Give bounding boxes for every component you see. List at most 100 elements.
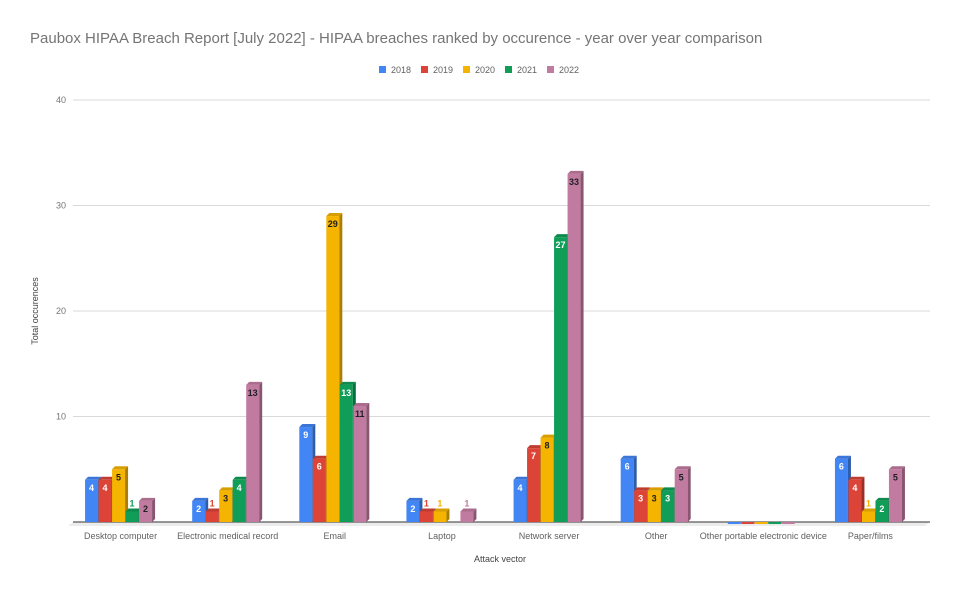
data-label: 5	[679, 472, 684, 482]
data-label: 4	[103, 483, 108, 493]
bar-face	[232, 479, 246, 522]
data-label: 11	[355, 409, 365, 419]
data-label: 13	[248, 388, 258, 398]
data-label: 7	[531, 451, 536, 461]
bar-face	[513, 479, 527, 522]
data-label: 1	[424, 498, 429, 508]
bar-face	[353, 405, 367, 522]
bar-2022-7: 5	[888, 466, 905, 522]
bar-top	[112, 466, 129, 470]
bar-face	[875, 500, 889, 522]
data-label: 5	[893, 472, 898, 482]
data-label: 29	[328, 219, 338, 229]
bar-face	[98, 479, 112, 522]
bar-top	[527, 445, 544, 449]
y-tick-label: 40	[56, 95, 66, 105]
bar-top	[98, 476, 115, 480]
bar-top	[192, 497, 209, 501]
bar-side	[152, 497, 156, 522]
data-label: 8	[545, 441, 550, 451]
bar-top	[312, 455, 329, 459]
bar-top	[419, 508, 436, 512]
bar-top	[661, 487, 678, 491]
bar-face	[861, 511, 875, 522]
bar-face	[527, 448, 541, 522]
legend-swatch-2022	[547, 66, 554, 73]
data-label: 3	[652, 493, 657, 503]
bar-top	[554, 234, 571, 238]
x-category-label: Email	[324, 531, 347, 541]
bar-face	[781, 522, 795, 524]
legend-label-2022: 2022	[559, 65, 579, 75]
bar-face	[326, 216, 340, 523]
y-axis-title: Total occurences	[30, 277, 40, 345]
bar-2018-3: 2	[406, 497, 423, 522]
data-label: 1	[130, 498, 135, 508]
data-label: 1	[866, 498, 871, 508]
bar-face	[754, 522, 768, 524]
bar-side	[473, 508, 477, 522]
bar-top	[634, 487, 651, 491]
x-axis-title: Attack vector	[474, 554, 526, 564]
data-label: 9	[303, 430, 308, 440]
legend-swatch-2018	[379, 66, 386, 73]
data-label: 2	[879, 504, 884, 514]
bar-top	[139, 497, 156, 501]
bar-top	[433, 508, 450, 512]
bar-top	[219, 487, 236, 491]
bar-side	[125, 466, 129, 522]
bar-top	[232, 476, 249, 480]
bar-top	[353, 402, 370, 406]
chart-title: Paubox HIPAA Breach Report [July 2022] -…	[30, 30, 762, 47]
legend-swatch-2021	[505, 66, 512, 73]
data-label: 5	[116, 472, 121, 482]
bar-top	[85, 476, 102, 480]
bar-2018-1: 2	[192, 497, 209, 522]
bar-face	[554, 237, 568, 522]
bar-face	[299, 427, 313, 522]
bar-2022-3: 1	[460, 498, 477, 522]
bar-side	[446, 508, 450, 522]
bar-face	[433, 511, 447, 522]
data-label: 3	[638, 493, 643, 503]
bar-face	[192, 500, 206, 522]
bar-top	[205, 508, 222, 512]
bar-side	[259, 381, 263, 522]
bar-2022-2: 11	[353, 402, 370, 522]
bar-side	[580, 170, 584, 522]
bar-face	[112, 469, 126, 522]
bar-2021-6	[768, 522, 782, 524]
legend-label-2020: 2020	[475, 65, 495, 75]
bar-top	[848, 476, 865, 480]
legend-swatch-2020	[463, 66, 470, 73]
bar-top	[326, 213, 343, 217]
data-label: 13	[341, 388, 351, 398]
y-tick-label: 20	[56, 306, 66, 316]
bar-top	[875, 497, 892, 501]
data-label: 6	[839, 462, 844, 472]
data-label: 2	[196, 504, 201, 514]
bar-2022-4: 33	[567, 170, 584, 522]
data-label: 1	[464, 498, 469, 508]
bar-top	[299, 424, 316, 428]
bar-2020-3: 1	[433, 498, 450, 522]
bar-side	[901, 466, 905, 522]
bar-face	[419, 511, 433, 522]
bar-face	[661, 490, 675, 522]
bar-top	[620, 455, 637, 459]
bar-face	[888, 469, 902, 522]
bar-face	[741, 522, 755, 524]
bar-face	[647, 490, 661, 522]
data-label: 2	[143, 504, 148, 514]
bar-2018-6	[727, 522, 741, 524]
data-label: 33	[569, 177, 579, 187]
bar-face	[205, 511, 219, 522]
bar-face	[219, 490, 233, 522]
bar-face	[768, 522, 782, 524]
bar-face	[848, 479, 862, 522]
bar-face	[125, 511, 139, 522]
bar-top	[460, 508, 477, 512]
bar-face	[85, 479, 99, 522]
y-tick-label: 30	[56, 201, 66, 211]
